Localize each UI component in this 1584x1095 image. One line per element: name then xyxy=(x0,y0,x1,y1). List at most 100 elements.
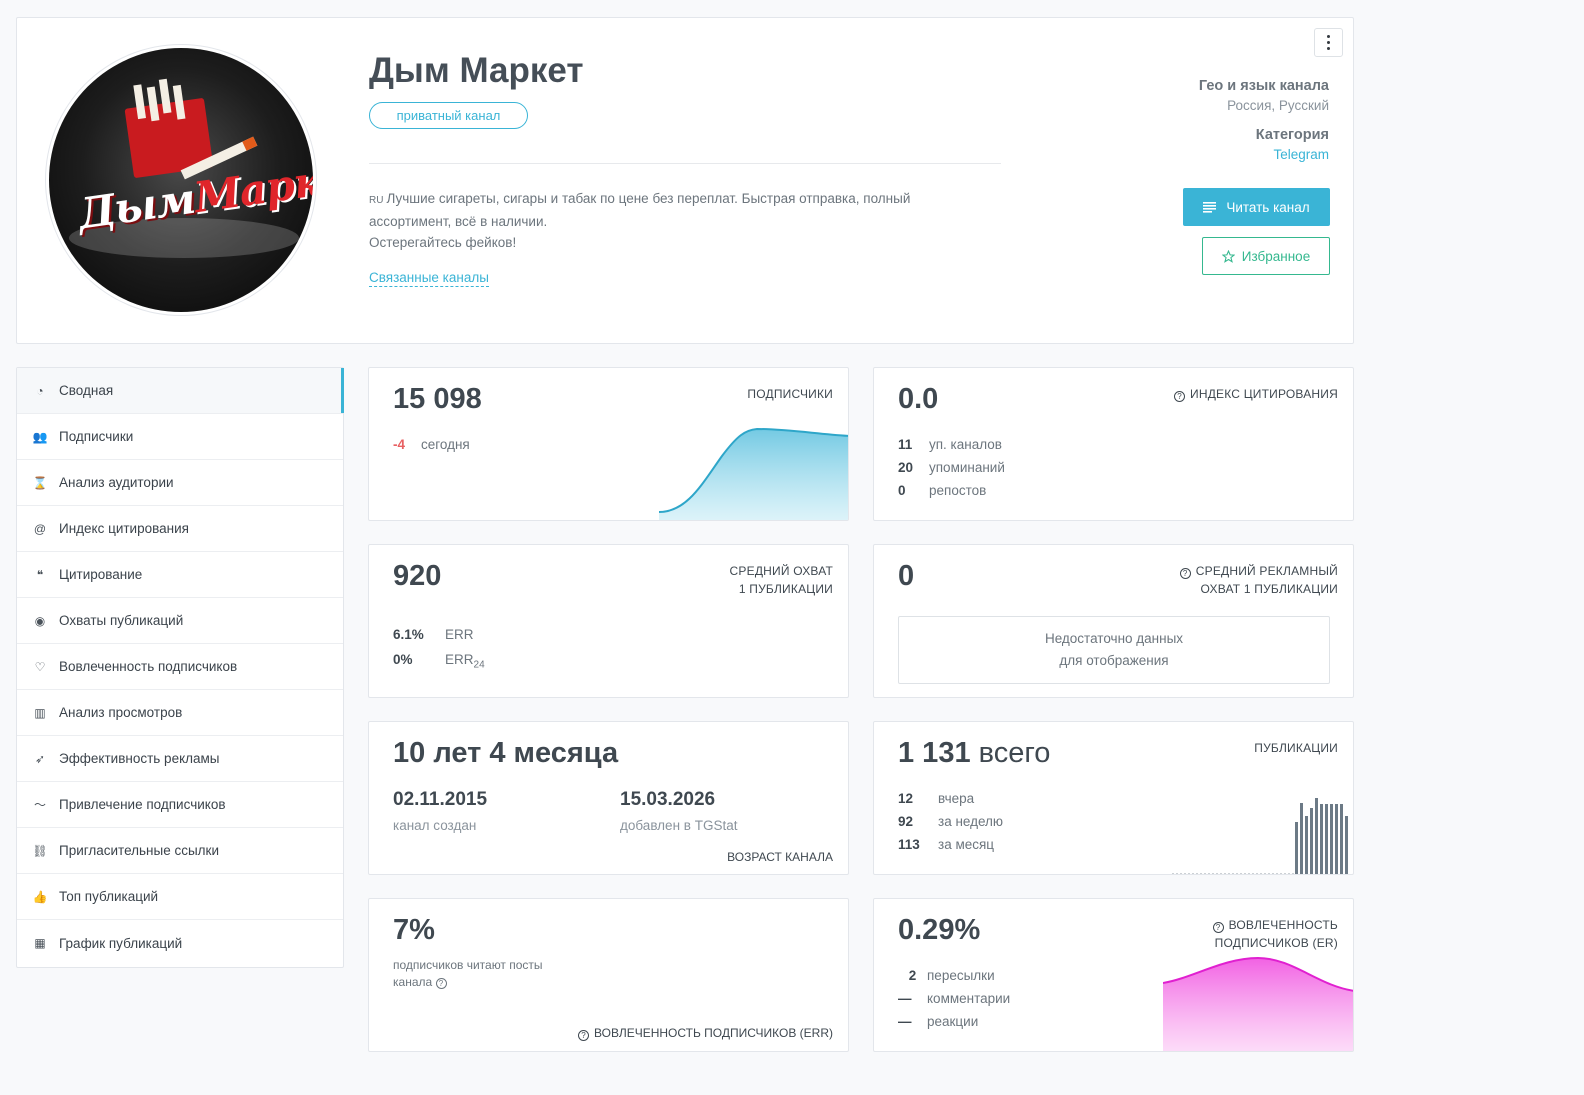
added-date: 15.03.2026 xyxy=(620,789,716,810)
sidebar-item-label: Анализ аудитории xyxy=(59,475,174,490)
read-channel-button[interactable]: Читать канал xyxy=(1183,188,1330,226)
sidebar-item[interactable]: ⌛ Анализ аудитории xyxy=(17,460,343,506)
help-icon: ? xyxy=(578,1030,590,1041)
sidebar-item-label: График публикаций xyxy=(59,935,183,951)
sidebar-item[interactable]: ♡ Вовлеченность подписчиков xyxy=(17,644,343,690)
posts-row: 92 за неделю xyxy=(898,814,1004,829)
trend-icon: 〜 xyxy=(33,798,46,812)
dashboard-icon: ◔ xyxy=(36,383,44,398)
star-icon xyxy=(1221,249,1235,263)
avg-reach-label: СРЕДНИЙ ОХВАТ 1 ПУБЛИКАЦИИ xyxy=(729,564,833,596)
sidebar-item-label: Привлечение подписчиков xyxy=(59,797,226,812)
sidebar-nav: ◔ Сводная 👥 Подписчики ⌛ Анализ аудитории @ Инд… xyxy=(16,367,344,968)
er-row: — комментарии xyxy=(898,991,1011,1006)
posts-label: ПУБЛИКАЦИИ xyxy=(1254,741,1338,755)
subscribers-sparkline xyxy=(658,427,848,520)
sidebar-item[interactable]: ◔ Сводная xyxy=(17,368,344,414)
sidebar-item-label: Цитирование xyxy=(59,567,143,582)
channel-age-card[interactable]: 10 лет 4 месяца 02.11.2015 канал создан … xyxy=(368,721,849,875)
added-label: добавлен в TGStat xyxy=(620,818,738,833)
posts-row: 12 вчера xyxy=(898,791,975,806)
sidebar-item[interactable]: 👍 Топ публикаций xyxy=(17,874,343,920)
thumbs-up-icon: 👍 xyxy=(32,889,48,904)
hourglass-icon: ⌛ xyxy=(32,475,48,490)
citation-row: 20 упоминаний xyxy=(898,460,1005,475)
subscribers-count: 15 098 xyxy=(393,383,482,415)
err-value: 7% xyxy=(393,914,435,946)
help-icon: ? xyxy=(1174,391,1186,402)
sidebar-item[interactable]: 👥 Подписчики xyxy=(17,414,343,460)
sidebar-item[interactable]: ➶ Эффективность рекламы xyxy=(17,736,343,782)
quote-icon: ❝ xyxy=(36,567,44,582)
geo-value: Россия, Русский xyxy=(1227,98,1329,113)
err-label: ? ВОВЛЕЧЕННОСТЬ ПОДПИСЧИКОВ (ERR) xyxy=(578,1026,833,1041)
ad-reach-card[interactable]: 0 ? СРЕДНИЙ РЕКЛАМНЫЙ ОХВАТ 1 ПУБЛИКАЦИИ Н… xyxy=(873,544,1354,698)
posts-total: 1 131 всего xyxy=(898,737,1051,769)
posts-bar-chart xyxy=(1172,798,1348,874)
sidebar-item[interactable]: @ Индекс цитирования xyxy=(17,506,343,552)
er-sparkline xyxy=(1163,956,1353,1051)
avg-reach-card[interactable]: 920 СРЕДНИЙ ОХВАТ 1 ПУБЛИКАЦИИ 6.1% ERR 0%… xyxy=(368,544,849,698)
rocket-icon: ➶ xyxy=(34,751,46,766)
citation-index-label: ? ИНДЕКС ЦИТИРОВАНИЯ xyxy=(1174,385,1338,403)
sidebar-item[interactable]: ▦ График публикаций xyxy=(17,920,343,966)
related-channels-link[interactable]: Связанные каналы xyxy=(369,270,489,287)
channel-description: RU Лучшие сигареты, сигары и табак по цен… xyxy=(369,191,911,250)
sidebar-item[interactable]: 〜 Привлечение подписчиков xyxy=(17,782,343,828)
subscribers-label: ПОДПИСЧИКИ xyxy=(747,387,833,401)
ad-reach-value: 0 xyxy=(898,560,915,592)
posts-card[interactable]: 1 131 всего ПУБЛИКАЦИИ 12 вчера 92 за неде… xyxy=(873,721,1354,875)
channel-header: ДымМаркет Дым Маркет приватный канал RU Л… xyxy=(16,17,1354,344)
category-link[interactable]: Telegram xyxy=(1273,147,1329,162)
sidebar-item[interactable]: ◉ Охваты публикаций xyxy=(17,598,343,644)
err24-row: 0% ERR24 xyxy=(393,652,485,671)
channel-age-value: 10 лет 4 месяца xyxy=(393,737,619,769)
sidebar-item-label: Пригласительные ссылки xyxy=(59,843,220,858)
help-icon: ? xyxy=(1212,922,1224,933)
sidebar-item[interactable]: ▥ Анализ просмотров xyxy=(17,690,343,736)
category-label: Категория xyxy=(1255,127,1329,143)
favorite-button[interactable]: Избранное xyxy=(1202,237,1330,275)
subscribers-delta: -4 сегодня xyxy=(393,437,470,452)
link-icon: ⛓ xyxy=(32,843,48,858)
err-description: подписчиков читают посты канала ? xyxy=(393,958,543,989)
citation-row: 11 уп. каналов xyxy=(898,437,1002,452)
channel-age-label: ВОЗРАСТ КАНАЛА xyxy=(727,850,833,864)
sidebar-item[interactable]: ❝ Цитирование xyxy=(17,552,343,598)
channel-avatar: ДымМаркет xyxy=(45,44,317,316)
users-icon: 👥 xyxy=(32,429,48,444)
er-row: — реакции xyxy=(898,1014,979,1029)
geo-label: Гео и язык канала xyxy=(1198,78,1329,94)
sidebar-item-label: Сводная xyxy=(59,383,114,398)
citation-index-card[interactable]: 0.0 ? ИНДЕКС ЦИТИРОВАНИЯ 11 уп. каналов 20… xyxy=(873,367,1354,521)
er-row: 2 пересылки xyxy=(908,968,995,983)
citation-index-value: 0.0 xyxy=(898,383,939,415)
sidebar-item-label: Индекс цитирования xyxy=(59,521,189,536)
more-options-button[interactable] xyxy=(1314,28,1343,57)
calendar-icon: ▦ xyxy=(34,936,46,950)
no-data-message: Недостаточно данных для отображения xyxy=(898,616,1330,684)
eye-icon: ◉ xyxy=(34,613,46,628)
sidebar-item-label: Вовлеченность подписчиков xyxy=(59,659,238,674)
sidebar-item-label: Топ публикаций xyxy=(59,889,159,904)
divider xyxy=(369,163,1001,164)
channel-logo: ДымМаркет xyxy=(49,48,313,312)
posts-row: 113 за месяц xyxy=(898,837,995,852)
help-icon[interactable]: ? xyxy=(435,978,447,989)
language-code: RU xyxy=(369,195,384,206)
citation-row: 0 репостов xyxy=(898,483,987,498)
er-engagement-card[interactable]: 0.29% ? ВОВЛЕЧЕННОСТЬ ПОДПИСЧИКОВ (ER) 2 пе… xyxy=(873,898,1354,1052)
er-label: ? ВОВЛЕЧЕННОСТЬ ПОДПИСЧИКОВ (ER) xyxy=(1212,916,1338,952)
sidebar-item-label: Эффективность рекламы xyxy=(59,751,220,766)
at-icon: @ xyxy=(33,521,47,536)
subscribers-card[interactable]: 15 098 ПОДПИСЧИКИ -4 сегодня xyxy=(368,367,849,521)
engagement-icon: ♡ xyxy=(34,659,46,674)
err-engagement-card[interactable]: 7% подписчиков читают посты канала ? ? ВОВ… xyxy=(368,898,849,1052)
err-row: 6.1% ERR xyxy=(393,627,474,642)
er-value: 0.29% xyxy=(898,914,981,946)
ad-reach-label: ? СРЕДНИЙ РЕКЛАМНЫЙ ОХВАТ 1 ПУБЛИКАЦИИ xyxy=(1179,562,1338,598)
sidebar-item-label: Охваты публикаций xyxy=(59,613,184,628)
sidebar-item[interactable]: ⛓ Пригласительные ссылки xyxy=(17,828,343,874)
sidebar-item-label: Подписчики xyxy=(59,429,134,444)
avg-reach-value: 920 xyxy=(393,560,442,592)
